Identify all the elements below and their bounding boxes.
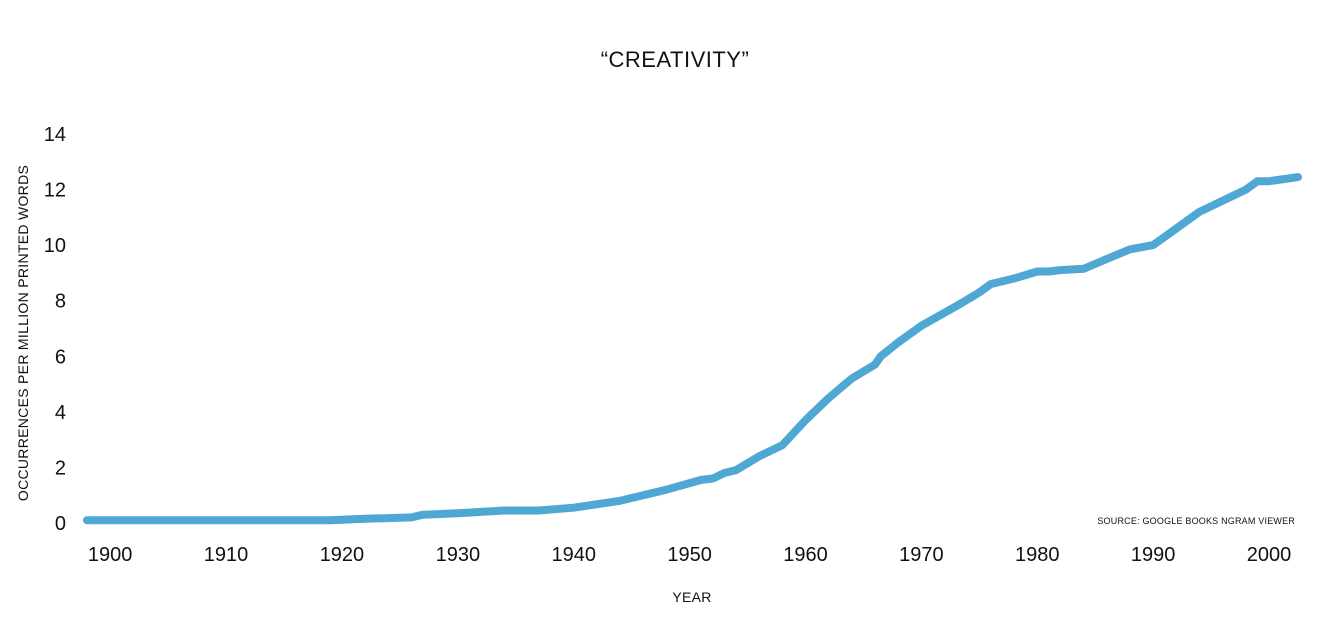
- x-tick-label: 1940: [551, 544, 596, 566]
- x-tick-label: 1920: [320, 544, 365, 566]
- x-tick-label: 2000: [1247, 544, 1292, 566]
- chart-title: “CREATIVITY”: [601, 47, 750, 72]
- x-tick-label: 1930: [436, 544, 481, 566]
- x-tick-label: 1960: [783, 544, 828, 566]
- y-tick-label: 12: [44, 180, 66, 202]
- x-tick-label: 1950: [667, 544, 712, 566]
- series-line-creativity: [83, 173, 1302, 525]
- x-axis-ticks: 1900 1910 1920 1930 1940 1950 1960 1970 1980 1990…: [88, 544, 1291, 566]
- x-axis-label: YEAR: [672, 589, 711, 605]
- y-tick-label: 10: [44, 235, 66, 257]
- x-tick-label: 1990: [1131, 544, 1176, 566]
- y-tick-label: 4: [55, 402, 66, 424]
- y-tick-label: 14: [44, 124, 66, 146]
- x-tick-label: 1910: [204, 544, 249, 566]
- y-axis-label: OCCURRENCES PER MILLION PRINTED WORDS: [15, 165, 31, 501]
- x-tick-label: 1980: [1015, 544, 1060, 566]
- y-tick-label: 8: [55, 291, 66, 313]
- x-tick-label: 1900: [88, 544, 133, 566]
- y-tick-label: 2: [55, 457, 66, 479]
- y-tick-label: 6: [55, 346, 66, 368]
- y-tick-label: 0: [55, 513, 66, 535]
- x-tick-label: 1970: [899, 544, 944, 566]
- y-axis-ticks: 0 2 4 6 8 10 12 14: [44, 124, 66, 535]
- source-annotation: SOURCE: GOOGLE BOOKS NGRAM VIEWER: [1097, 516, 1295, 526]
